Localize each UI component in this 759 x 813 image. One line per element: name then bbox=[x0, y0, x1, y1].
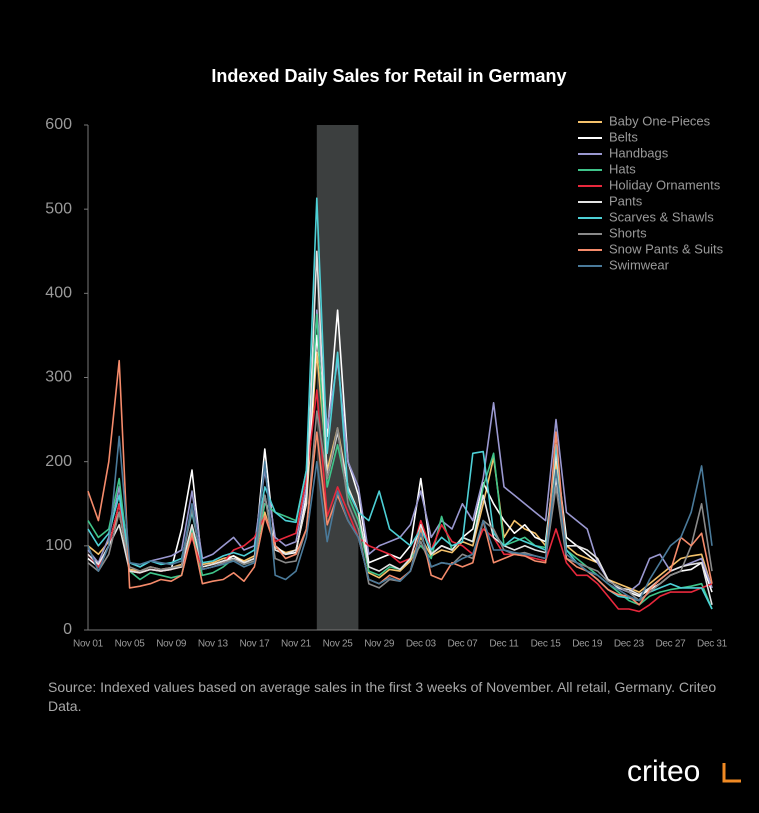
y-tick-label: 600 bbox=[45, 116, 72, 133]
x-tick-label: Dec 31 bbox=[697, 639, 728, 650]
x-tick-label: Nov 13 bbox=[198, 639, 229, 650]
x-tick-label: Dec 03 bbox=[406, 639, 437, 650]
x-tick-label: Dec 19 bbox=[572, 639, 603, 650]
x-tick-label: Nov 05 bbox=[115, 639, 146, 650]
logo-text: criteo bbox=[627, 755, 700, 788]
x-tick-label: Nov 17 bbox=[239, 639, 270, 650]
series-line bbox=[87, 435, 713, 602]
y-tick-label: 0 bbox=[63, 621, 72, 638]
source-note: Source: Indexed values based on average … bbox=[48, 679, 717, 714]
legend-label: Handbags bbox=[609, 145, 669, 160]
x-tick-label: Dec 23 bbox=[614, 639, 645, 650]
legend-label: Scarves & Shawls bbox=[609, 209, 714, 224]
legend-label: Belts bbox=[609, 129, 638, 144]
x-tick-label: Dec 07 bbox=[447, 639, 478, 650]
legend-label: Pants bbox=[609, 193, 643, 208]
y-tick-label: 400 bbox=[45, 285, 72, 302]
y-tick-label: 100 bbox=[45, 537, 72, 554]
x-tick-label: Dec 15 bbox=[531, 639, 562, 650]
series-line bbox=[87, 359, 713, 606]
x-tick-label: Nov 21 bbox=[281, 639, 312, 650]
x-tick-label: Nov 09 bbox=[156, 639, 187, 650]
series-line bbox=[87, 250, 713, 605]
y-tick-label: 200 bbox=[45, 453, 72, 470]
y-tick-label: 500 bbox=[45, 200, 72, 217]
x-tick-label: Dec 11 bbox=[489, 639, 519, 650]
legend-label: Holiday Ornaments bbox=[609, 177, 721, 192]
legend-label: Swimwear bbox=[609, 257, 670, 272]
legend-label: Shorts bbox=[609, 225, 647, 240]
legend-label: Snow Pants & Suits bbox=[609, 241, 724, 256]
series-line bbox=[87, 389, 713, 613]
logo-mark bbox=[722, 763, 741, 783]
chart-title: Indexed Daily Sales for Retail in German… bbox=[211, 66, 566, 86]
source-box: Source: Indexed values based on average … bbox=[48, 679, 717, 714]
legend-label: Hats bbox=[609, 161, 636, 176]
x-tick-label: Dec 27 bbox=[655, 639, 686, 650]
x-tick-label: Nov 25 bbox=[323, 639, 354, 650]
x-tick-label: Nov 01 bbox=[73, 639, 104, 650]
y-tick-label: 300 bbox=[45, 369, 72, 386]
x-tick-label: Nov 29 bbox=[364, 639, 395, 650]
legend-label: Baby One-Pieces bbox=[609, 113, 711, 128]
